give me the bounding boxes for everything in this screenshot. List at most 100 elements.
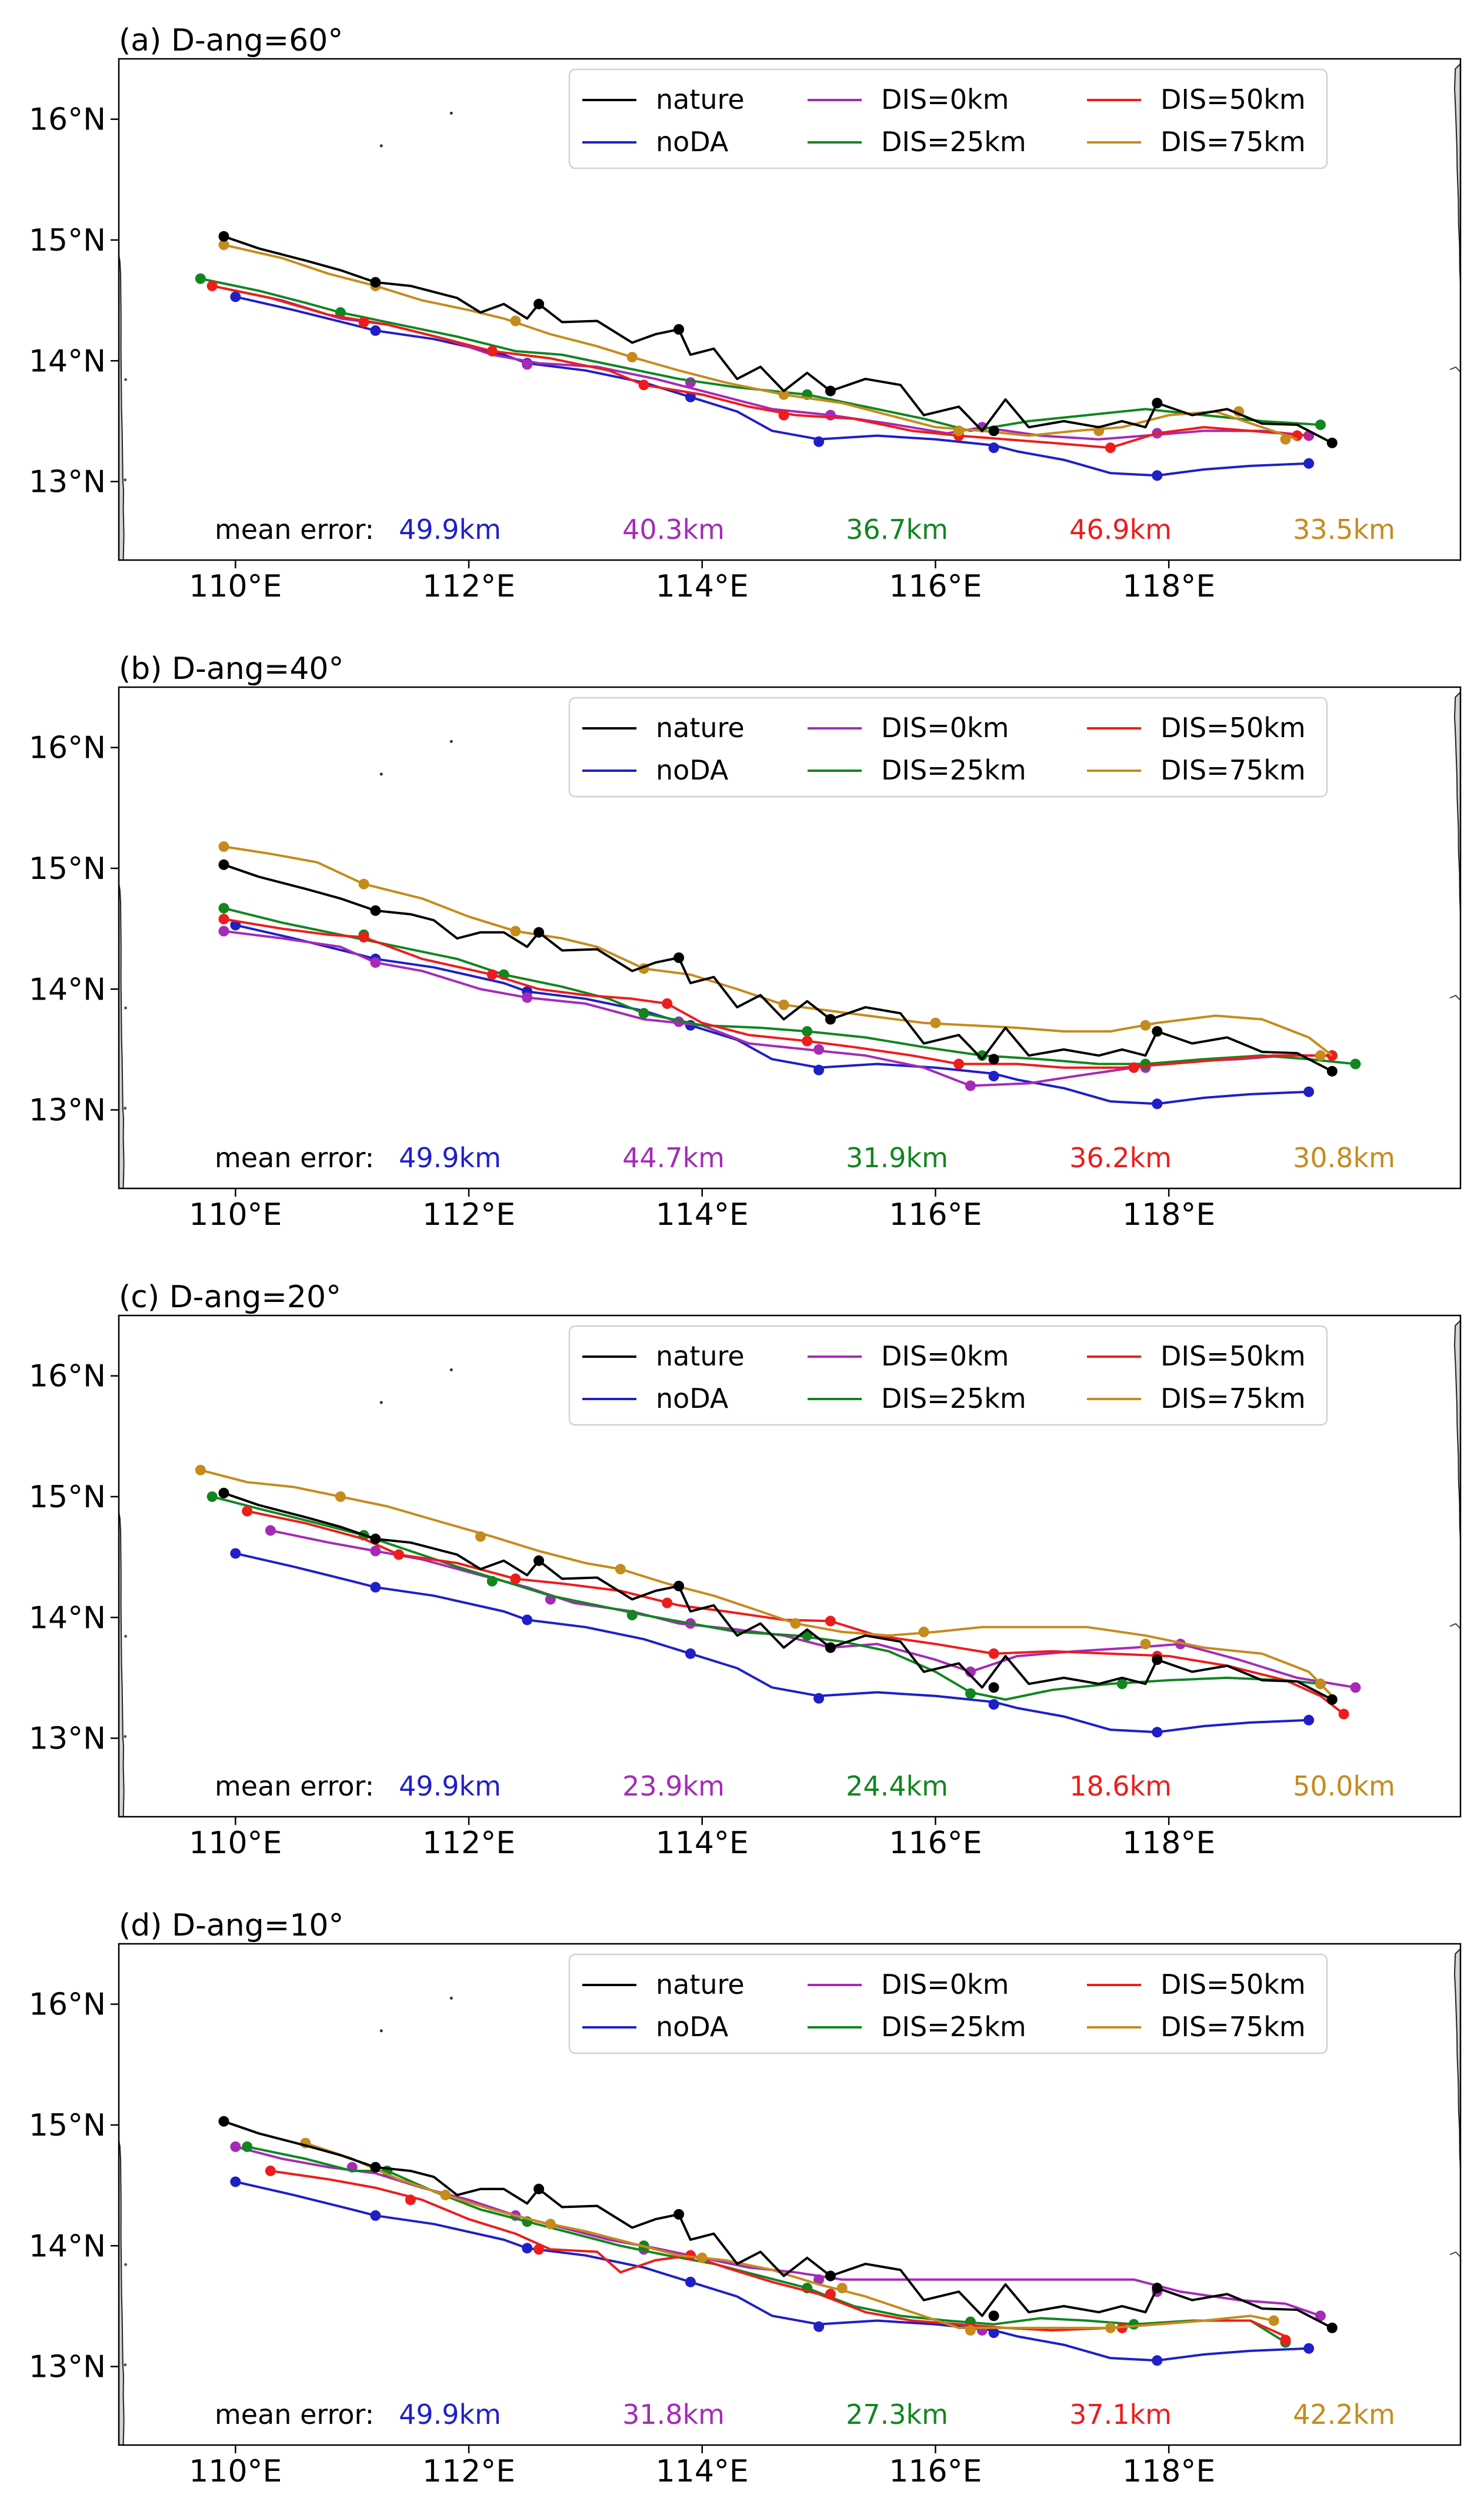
legend-label-nature: nature — [656, 712, 745, 744]
y-tick-label: 13°N — [29, 1721, 106, 1757]
legend-label-dis-25km: DIS=25km — [881, 126, 1026, 158]
marker-dis-75km-8 — [1315, 1050, 1326, 1061]
island-east — [1449, 994, 1460, 1001]
mean-error-dis-0km: 44.7km — [622, 1142, 725, 1174]
legend-label-nature: nature — [656, 1969, 745, 2000]
marker-noda-8 — [1303, 1714, 1315, 1726]
legend-label-dis-75km: DIS=75km — [1160, 126, 1306, 158]
y-tick-label: 14°N — [29, 1600, 106, 1636]
x-tick-label: 110°E — [189, 2454, 282, 2489]
marker-dis-0km-1 — [522, 359, 533, 370]
marker-nature-1 — [218, 2116, 229, 2127]
x-tick-label: 118°E — [1122, 1197, 1215, 1233]
series-line-noda — [235, 2180, 1309, 2362]
legend-label-dis-25km: DIS=25km — [881, 2011, 1026, 2043]
marker-nature-6 — [988, 2310, 999, 2322]
legend-label-dis-50km: DIS=50km — [1160, 1340, 1306, 1372]
x-tick-label: 118°E — [1122, 1826, 1215, 1861]
legend-label-dis-0km: DIS=0km — [881, 84, 1009, 115]
marker-dis-75km-1 — [218, 841, 229, 852]
x-tick-label: 118°E — [1122, 2454, 1215, 2489]
series-line-noda — [235, 1552, 1309, 1734]
legend-label-dis-50km: DIS=50km — [1160, 712, 1306, 744]
marker-dis-75km-6 — [930, 1017, 941, 1028]
marker-dis-0km-1 — [218, 925, 229, 937]
marker-dis-50km-4 — [662, 1597, 673, 1608]
marker-dis-75km-5 — [778, 389, 789, 400]
x-tick-label: 112°E — [422, 2454, 515, 2489]
legend-label-noda: noDA — [656, 1383, 729, 1414]
marker-dis-50km-2 — [393, 1549, 405, 1560]
marker-dis-25km-3 — [486, 1576, 498, 1587]
marker-nature-7 — [1152, 2283, 1163, 2294]
marker-dis-0km-8 — [1315, 2310, 1326, 2322]
marker-dis-25km-2 — [335, 307, 346, 318]
marker-dis-75km-1 — [218, 239, 229, 251]
mean-error-dis-25km: 24.4km — [846, 1770, 948, 1802]
marker-nature-4 — [673, 324, 685, 335]
marker-dis-25km-1 — [218, 902, 229, 914]
mean-error-label: mean error: — [215, 514, 374, 545]
marker-nature-4 — [673, 2209, 685, 2220]
mean-error-noda: 49.9km — [399, 2399, 501, 2430]
marker-noda-5 — [813, 1064, 825, 1075]
land-east — [1453, 63, 1460, 285]
mean-error-dis-75km: 42.2km — [1293, 2399, 1395, 2430]
marker-dis-50km-2 — [405, 2194, 416, 2206]
marker-noda-8 — [1303, 1086, 1315, 1097]
marker-nature-1 — [218, 859, 229, 870]
mean-error-noda: 49.9km — [399, 1770, 501, 1802]
marker-noda-4 — [685, 2276, 696, 2287]
land-east — [1453, 1320, 1460, 1541]
legend-label-dis-50km: DIS=50km — [1160, 84, 1306, 115]
island-west-1 — [124, 378, 128, 381]
series-line-nature — [223, 235, 1333, 444]
x-tick-label: 112°E — [422, 1826, 515, 1861]
island-dot-1 — [379, 1401, 383, 1404]
mean-error-dis-50km: 37.1km — [1069, 2399, 1172, 2430]
marker-dis-75km-7 — [1093, 425, 1105, 437]
marker-nature-7 — [1152, 398, 1163, 409]
marker-noda-3 — [522, 1614, 533, 1626]
marker-dis-50km-1 — [242, 1506, 253, 1517]
marker-dis-50km-8 — [1280, 2334, 1291, 2346]
marker-dis-75km-4 — [615, 1564, 626, 1575]
land-west — [119, 1511, 125, 1817]
marker-noda-1 — [230, 291, 241, 302]
land-west — [119, 2140, 125, 2445]
marker-dis-25km-7 — [1140, 1058, 1151, 1070]
marker-nature-3 — [533, 298, 545, 309]
panel-title: (b) D-ang=40° — [119, 651, 344, 687]
y-tick-label: 13°N — [29, 465, 106, 500]
marker-dis-0km-6 — [965, 1080, 976, 1091]
legend-label-noda: noDA — [656, 2011, 729, 2043]
x-tick-label: 116°E — [889, 1197, 982, 1233]
y-tick-label: 16°N — [29, 1359, 106, 1394]
marker-noda-2 — [370, 2210, 381, 2221]
legend-label-dis-0km: DIS=0km — [881, 1969, 1009, 2000]
marker-nature-2 — [370, 2161, 381, 2173]
marker-dis-50km-2 — [358, 317, 369, 328]
series-line-dis-25km — [200, 277, 1321, 432]
panel-4: 110°E 112°E 114°E 116°E 118°E 13°N 14°N 15°N 16°… — [29, 1908, 1462, 2489]
mean-error-label: mean error: — [215, 1770, 374, 1802]
marker-noda-7 — [1152, 1727, 1163, 1738]
marker-dis-75km-3 — [475, 1531, 486, 1542]
legend-label-dis-25km: DIS=25km — [881, 754, 1026, 786]
land-east — [1453, 1948, 1460, 2170]
marker-dis-0km-3 — [825, 409, 836, 421]
island-east — [1449, 2251, 1460, 2258]
y-tick-label: 16°N — [29, 102, 106, 138]
island-west-2 — [124, 1735, 127, 1738]
marker-dis-75km-6 — [953, 425, 965, 437]
island-west-1 — [124, 1634, 128, 1638]
plot-area — [119, 1320, 1460, 1817]
x-tick-label: 116°E — [889, 1826, 982, 1861]
marker-nature-6 — [988, 1054, 999, 1065]
legend-label-nature: nature — [656, 84, 745, 115]
marker-noda-6 — [988, 1699, 999, 1710]
marker-nature-5 — [825, 1014, 836, 1025]
marker-dis-25km-1 — [195, 273, 206, 284]
marker-dis-50km-5 — [778, 409, 789, 421]
marker-nature-2 — [370, 1533, 381, 1544]
